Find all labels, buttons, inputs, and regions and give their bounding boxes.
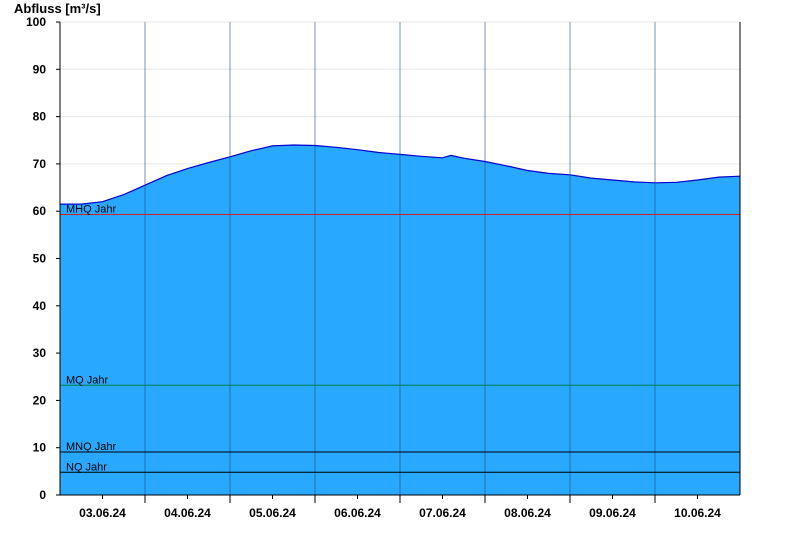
y-axis-label: Abfluss [m³/s]	[14, 1, 101, 16]
reference-label-nq-jahr: NQ Jahr	[66, 461, 107, 473]
y-tick-label-60: 60	[33, 204, 47, 218]
x-tick-label-2: 05.06.24	[249, 506, 296, 520]
day-separator-lines	[144, 22, 656, 495]
x-axis-ticks: 03.06.24 04.06.24 05.06.24 06.06.24 07.06.24…	[79, 495, 721, 520]
reference-label-mq-jahr: MQ Jahr	[66, 374, 109, 386]
x-tick-label-1: 04.06.24	[164, 506, 211, 520]
y-tick-label-0: 0	[39, 488, 46, 502]
x-tick-label-3: 06.06.24	[334, 506, 381, 520]
x-tick-label-5: 08.06.24	[504, 506, 551, 520]
x-tick-label-7: 10.06.24	[674, 506, 721, 520]
x-tick-label-0: 03.06.24	[79, 506, 126, 520]
y-tick-label-100: 100	[26, 15, 46, 29]
y-tick-label-90: 90	[33, 62, 47, 76]
y-tick-label-40: 40	[33, 299, 47, 313]
reference-lines: MHQ Jahr MQ Jahr MNQ Jahr NQ Jahr	[60, 204, 740, 473]
y-tick-label-70: 70	[33, 157, 47, 171]
y-tick-label-80: 80	[33, 110, 47, 124]
reference-label-mhq-jahr: MHQ Jahr	[66, 204, 116, 216]
y-axis-ticks: 0 10 20 30 40 50 60 70 80 90 100	[26, 15, 60, 502]
x-tick-label-4: 07.06.24	[419, 506, 466, 520]
y-tick-label-10: 10	[33, 441, 47, 455]
y-tick-label-30: 30	[33, 346, 47, 360]
y-tick-label-20: 20	[33, 393, 47, 407]
reference-label-mnq-jahr: MNQ Jahr	[66, 441, 116, 453]
x-tick-label-6: 09.06.24	[589, 506, 636, 520]
discharge-line	[60, 144, 741, 205]
y-tick-label-50: 50	[33, 252, 47, 266]
